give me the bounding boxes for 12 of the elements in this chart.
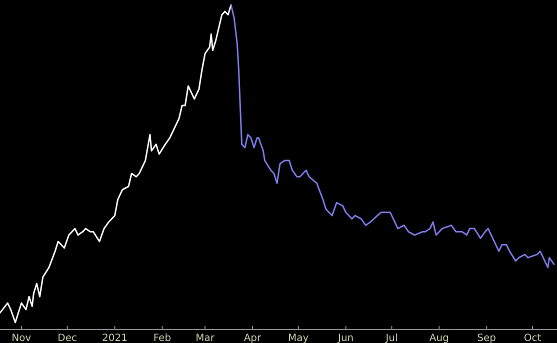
x-tick-label: Sep (477, 333, 496, 343)
x-tick-label: May (288, 333, 309, 343)
x-tick-label: Mar (196, 333, 216, 343)
x-tick-label: Jun (337, 333, 354, 343)
x-tick-label: Aug (429, 333, 449, 343)
x-tick-label: Oct (524, 333, 542, 343)
x-tick-label: Apr (244, 333, 262, 343)
x-tick-label: Dec (58, 333, 78, 343)
x-tick-label: Jul (384, 333, 398, 343)
x-tick-label: Nov (12, 333, 32, 343)
x-tick-label: Feb (153, 333, 172, 343)
x-tick-label: 2021 (102, 333, 128, 343)
